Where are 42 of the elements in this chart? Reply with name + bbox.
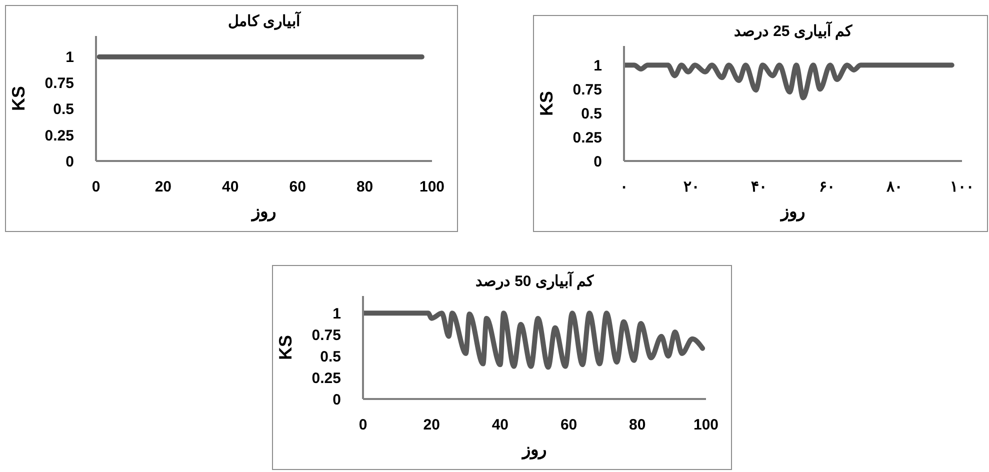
x-tick-label: 60: [289, 178, 306, 196]
chart-title: کم آبیاری 50 درصد: [474, 272, 595, 290]
y-tick-label: 0: [594, 153, 602, 170]
x-tick-label: ۴۰: [751, 178, 768, 196]
y-axis-title: KS: [275, 334, 296, 360]
y-tick-label: 1: [594, 57, 602, 74]
x-tick-label: ۸۰: [885, 178, 902, 196]
x-tick-label: 0: [92, 178, 100, 196]
y-tick-label: 0.75: [312, 326, 341, 344]
chart-title: آبیاری کامل: [226, 12, 302, 30]
y-tick-label: 1: [66, 49, 74, 66]
x-tick-label: 20: [154, 178, 172, 196]
x-tick-label: ۰: [620, 178, 628, 196]
chart-title: کم آبیاری 25 درصد: [732, 22, 854, 40]
x-tick-label: 60: [560, 416, 578, 434]
x-axis-title: روز: [250, 202, 276, 222]
y-axis-title: KS: [536, 90, 556, 116]
y-tick-label: 0.25: [44, 127, 74, 144]
x-tick-label: 100: [419, 178, 445, 196]
x-tick-label: 80: [629, 416, 646, 434]
x-axis-title: روز: [520, 440, 546, 460]
y-tick-label: 0.25: [312, 370, 341, 387]
y-tick-label: 0.5: [53, 101, 74, 118]
x-tick-label: 80: [356, 178, 374, 196]
y-tick-label: 0.5: [581, 105, 602, 122]
y-tick-label: 0.75: [572, 81, 602, 98]
x-tick-label: 40: [492, 416, 509, 434]
x-tick-label: ۶۰: [818, 178, 835, 196]
x-tick-label: 40: [222, 178, 239, 196]
x-tick-label: ۱۰۰: [950, 178, 974, 196]
y-tick-label: 0: [332, 391, 341, 408]
y-tick-label: 1: [332, 305, 341, 322]
y-axis-title: KS: [8, 86, 28, 112]
y-tick-label: 0.25: [572, 129, 602, 146]
x-tick-label: 20: [423, 416, 440, 434]
y-tick-label: 0.5: [320, 348, 341, 366]
y-tick-label: 0: [66, 153, 74, 170]
y-tick-label: 0.75: [44, 75, 74, 92]
x-tick-label: 100: [693, 416, 719, 434]
x-axis-title: روز: [779, 202, 805, 222]
x-tick-label: ۲۰: [684, 178, 700, 196]
x-tick-label: 0: [358, 416, 368, 434]
